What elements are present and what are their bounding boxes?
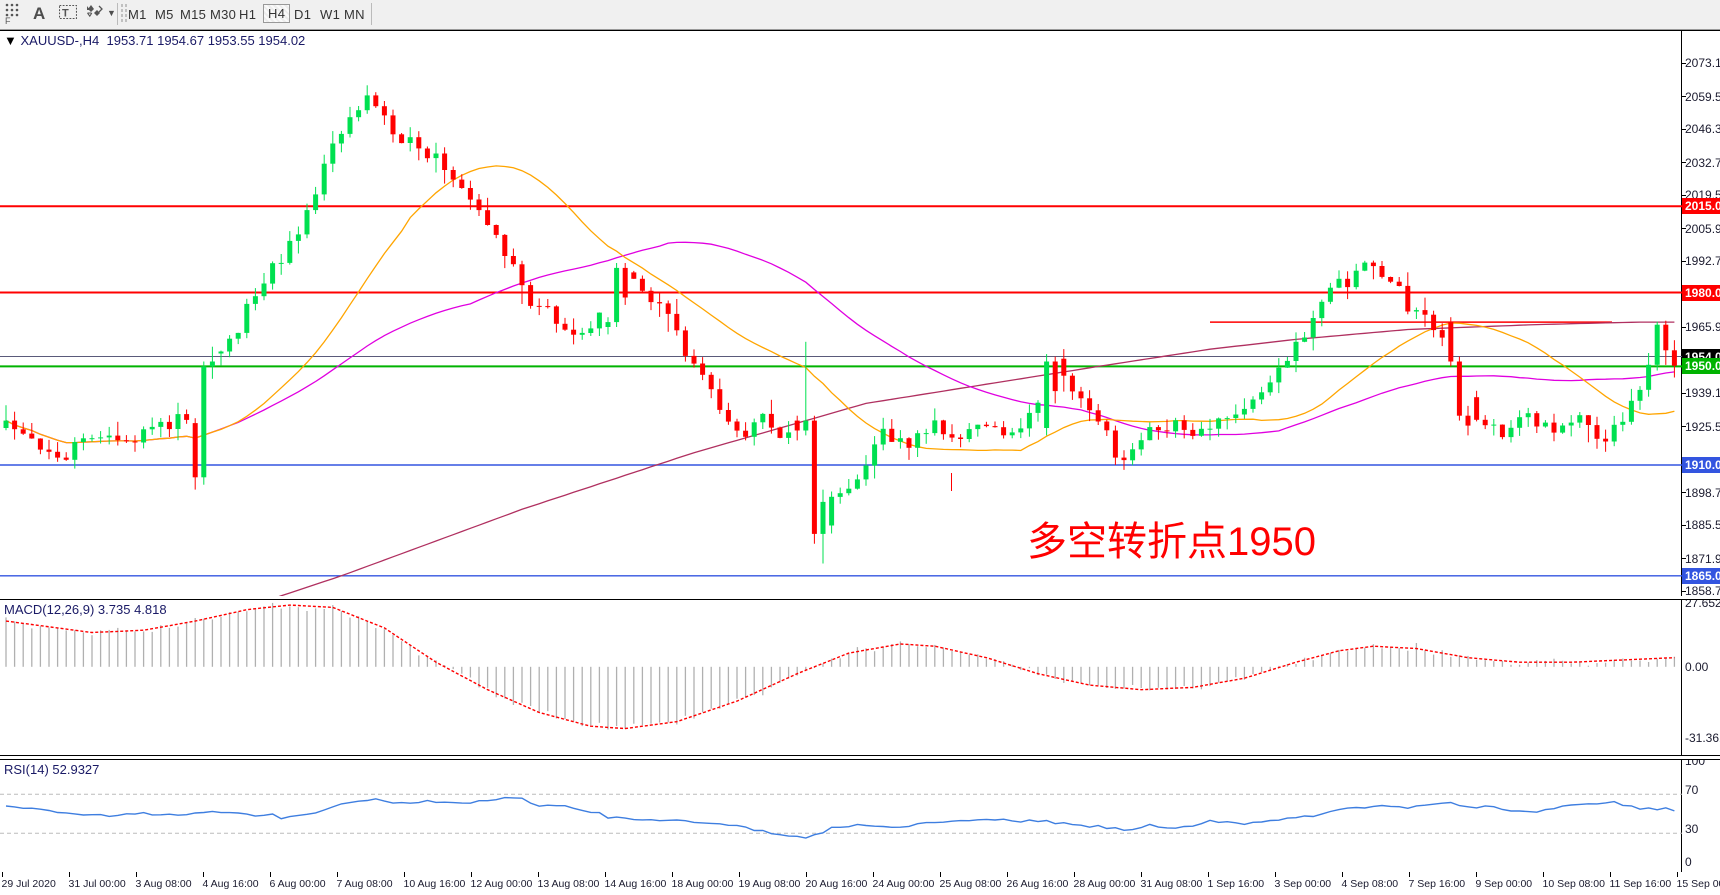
svg-text:T: T bbox=[62, 8, 69, 20]
svg-text:F: F bbox=[5, 16, 11, 25]
